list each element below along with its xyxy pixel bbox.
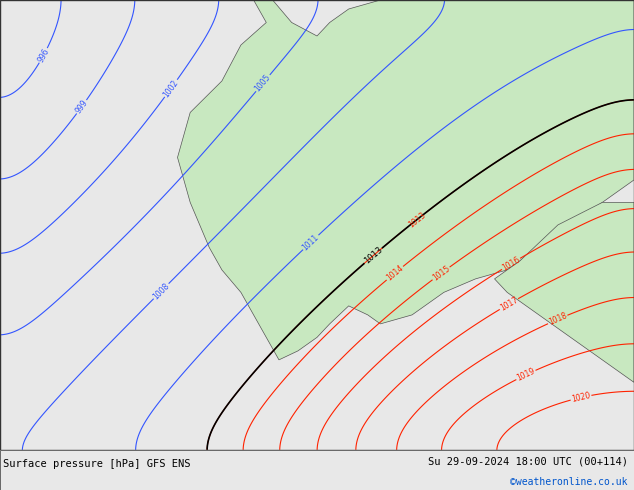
Text: 1020: 1020 — [571, 391, 592, 404]
Text: 1008: 1008 — [151, 281, 171, 301]
Text: 1013: 1013 — [406, 210, 427, 229]
Text: 1002: 1002 — [162, 78, 180, 99]
Text: 1018: 1018 — [547, 312, 568, 327]
Text: 1019: 1019 — [515, 367, 536, 383]
Text: 1011: 1011 — [301, 233, 321, 252]
Text: 1014: 1014 — [385, 264, 405, 283]
Text: Surface pressure [hPa] GFS ENS: Surface pressure [hPa] GFS ENS — [3, 459, 191, 469]
Text: 1016: 1016 — [500, 255, 522, 272]
Text: 1005: 1005 — [253, 73, 273, 94]
Text: 999: 999 — [74, 98, 89, 115]
Text: 996: 996 — [36, 47, 51, 64]
Text: 1013: 1013 — [362, 245, 384, 266]
Text: 1015: 1015 — [430, 264, 451, 283]
Text: 1017: 1017 — [498, 295, 519, 313]
Polygon shape — [495, 202, 634, 382]
Text: Su 29-09-2024 18:00 UTC (00+114): Su 29-09-2024 18:00 UTC (00+114) — [428, 456, 628, 466]
Polygon shape — [178, 0, 634, 360]
Text: ©weatheronline.co.uk: ©weatheronline.co.uk — [510, 477, 628, 487]
